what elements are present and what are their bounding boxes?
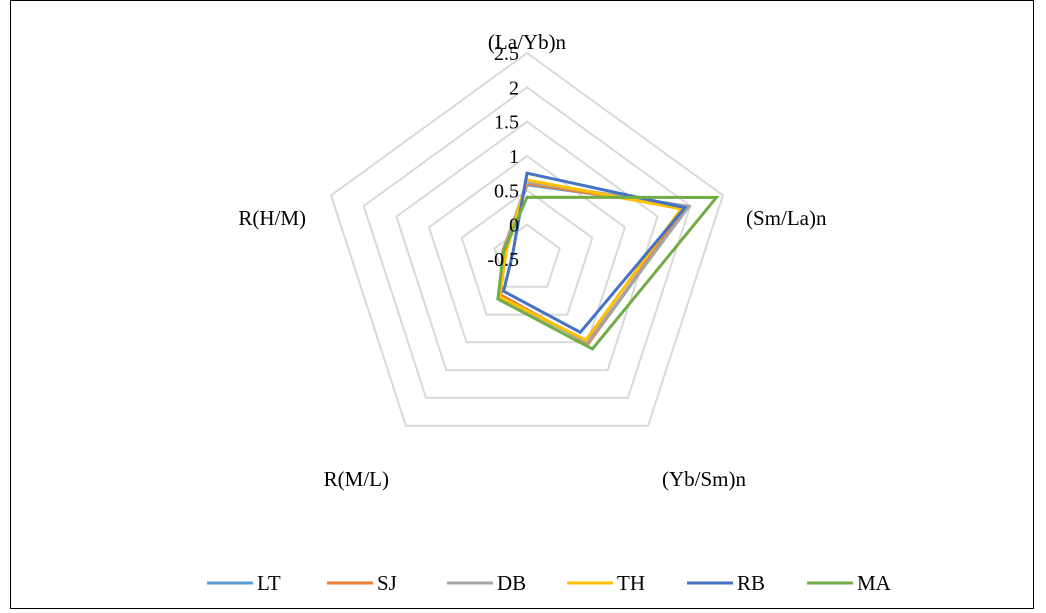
grid-ring <box>362 86 692 399</box>
legend-label-lt: LT <box>257 571 281 595</box>
legend: LT SJ DB TH RB MA <box>207 571 892 595</box>
tick-label: 0 <box>509 215 519 237</box>
legend-label-db: DB <box>497 571 526 595</box>
grid-ring <box>427 154 627 344</box>
axis-label: (Sm/La)n <box>746 206 827 230</box>
tick-label: 1 <box>509 146 519 168</box>
legend-label-ma: MA <box>857 571 892 595</box>
series-rb <box>501 171 688 335</box>
series-layer <box>496 171 720 351</box>
legend-label-rb: RB <box>737 571 765 595</box>
radar-chart: 2.5 2 1.5 1 0.5 0 -0.5 (La/Yb)n (Sm/La)n (Yb/Sm)… <box>207 30 892 595</box>
legend-label-th: TH <box>617 571 645 595</box>
tick-layer: 2.5 2 1.5 1 0.5 0 -0.5 <box>487 43 519 271</box>
tick-label: 2.5 <box>494 43 519 65</box>
axis-label: (La/Yb)n <box>488 30 567 54</box>
tick-label: 1.5 <box>494 112 519 134</box>
grid-ring <box>493 223 561 288</box>
chart-frame: 2.5 2 1.5 1 0.5 0 -0.5 (La/Yb)n (Sm/La)n (Yb/Sm)… <box>10 0 1034 609</box>
legend-label-sj: SJ <box>377 571 397 595</box>
grid-ring <box>329 51 725 427</box>
axis-label: (Yb/Sm)n <box>662 467 747 491</box>
grid-ring <box>460 189 594 316</box>
tick-label: 0.5 <box>494 180 519 202</box>
tick-label: 2 <box>509 77 519 99</box>
series-ma <box>496 195 720 351</box>
axis-label: R(H/M) <box>238 206 306 230</box>
tick-label: -0.5 <box>487 249 519 271</box>
axis-label-layer: (La/Yb)n (Sm/La)n (Yb/Sm)n R(M/L) R(H/M) <box>238 30 827 491</box>
axis-label: R(M/L) <box>324 467 389 491</box>
